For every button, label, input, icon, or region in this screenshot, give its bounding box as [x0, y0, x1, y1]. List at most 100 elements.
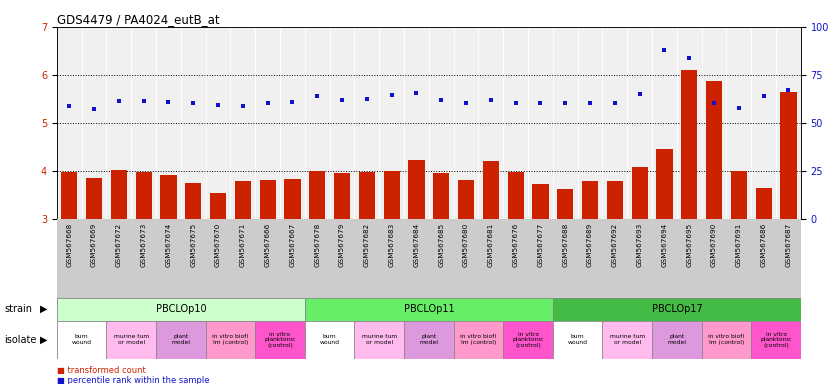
Point — [410, 90, 423, 96]
Point — [533, 100, 547, 106]
Text: ■ transformed count: ■ transformed count — [57, 366, 145, 375]
Bar — [280, 219, 305, 298]
Bar — [284, 179, 300, 219]
Point — [212, 101, 225, 108]
Bar — [756, 188, 772, 219]
Bar — [533, 184, 548, 219]
Text: GSM567686: GSM567686 — [761, 223, 767, 267]
Text: GSM567681: GSM567681 — [488, 223, 494, 267]
Point — [112, 98, 125, 104]
Point — [707, 100, 721, 106]
Text: in vitro
planktonic
(control): in vitro planktonic (control) — [512, 331, 543, 348]
Point — [186, 100, 200, 106]
Point — [435, 97, 448, 103]
Point — [658, 47, 671, 53]
Text: GSM567691: GSM567691 — [736, 223, 742, 267]
Bar — [776, 219, 801, 298]
Bar — [305, 219, 329, 298]
Bar — [632, 167, 648, 219]
Text: murine tum
or model: murine tum or model — [362, 334, 397, 345]
Bar — [652, 219, 677, 298]
Bar — [135, 172, 151, 219]
Bar — [731, 171, 747, 219]
Text: GSM567676: GSM567676 — [512, 223, 518, 267]
Point — [608, 100, 621, 106]
Text: GSM567689: GSM567689 — [587, 223, 593, 267]
Bar — [329, 219, 354, 298]
Bar — [454, 321, 503, 359]
Text: GSM567694: GSM567694 — [661, 223, 667, 267]
Bar — [706, 81, 722, 219]
Bar — [111, 170, 127, 219]
Text: burn
wound: burn wound — [72, 334, 92, 345]
Bar — [186, 183, 201, 219]
Point — [633, 91, 646, 97]
Text: GSM567690: GSM567690 — [711, 223, 717, 267]
Bar — [603, 321, 652, 359]
Bar — [558, 189, 573, 219]
Bar — [210, 194, 226, 219]
Bar — [726, 219, 752, 298]
Bar — [354, 321, 404, 359]
Text: in vitro biofi
lm (control): in vitro biofi lm (control) — [461, 334, 497, 345]
Text: ▶: ▶ — [40, 304, 48, 314]
Point — [236, 103, 249, 109]
Bar — [354, 219, 380, 298]
Bar — [752, 321, 801, 359]
Bar — [57, 219, 82, 298]
Point — [732, 106, 746, 112]
Bar — [553, 298, 801, 321]
Point — [137, 98, 150, 104]
Text: murine tum
or model: murine tum or model — [114, 334, 149, 345]
Bar — [681, 70, 697, 219]
Bar — [156, 321, 206, 359]
Text: PBCLOp10: PBCLOp10 — [155, 304, 206, 314]
Text: plant
model: plant model — [171, 334, 191, 345]
Point — [311, 93, 324, 99]
Text: GSM567668: GSM567668 — [66, 223, 72, 267]
Point — [261, 100, 274, 106]
Point — [584, 100, 597, 106]
Text: in vitro biofi
lm (control): in vitro biofi lm (control) — [212, 334, 248, 345]
Bar — [231, 219, 255, 298]
Text: GSM567677: GSM567677 — [538, 223, 543, 267]
Text: PBCLOp11: PBCLOp11 — [404, 304, 454, 314]
Text: in vitro
planktonic
(control): in vitro planktonic (control) — [761, 331, 792, 348]
Text: isolate: isolate — [4, 335, 37, 345]
Text: ▶: ▶ — [40, 335, 48, 345]
Point — [682, 55, 696, 61]
Point — [509, 100, 522, 106]
Point — [757, 93, 770, 99]
Bar — [334, 173, 350, 219]
Bar — [781, 92, 797, 219]
Bar — [255, 321, 305, 359]
Bar — [607, 182, 623, 219]
Text: GSM567683: GSM567683 — [389, 223, 395, 267]
Text: PBCLOp17: PBCLOp17 — [651, 304, 702, 314]
Bar — [528, 219, 553, 298]
Bar — [206, 219, 231, 298]
Point — [360, 96, 374, 102]
Point — [162, 99, 176, 105]
Bar — [384, 171, 400, 219]
Bar — [260, 180, 276, 219]
Point — [484, 97, 497, 103]
Bar — [57, 321, 106, 359]
Point — [335, 97, 349, 103]
Text: GSM567695: GSM567695 — [686, 223, 692, 267]
Bar — [305, 298, 553, 321]
Bar — [454, 219, 478, 298]
Bar — [404, 219, 429, 298]
Text: in vitro
planktonic
(control): in vitro planktonic (control) — [264, 331, 296, 348]
Text: plant
model: plant model — [667, 334, 686, 345]
Text: burn
wound: burn wound — [319, 334, 339, 345]
Text: GSM567666: GSM567666 — [265, 223, 271, 267]
Bar — [57, 298, 305, 321]
Text: GSM567684: GSM567684 — [414, 223, 420, 267]
Bar — [478, 219, 503, 298]
Bar — [404, 321, 454, 359]
Text: GDS4479 / PA4024_eutB_at: GDS4479 / PA4024_eutB_at — [57, 13, 220, 26]
Text: GSM567667: GSM567667 — [289, 223, 295, 267]
Text: GSM567669: GSM567669 — [91, 223, 97, 267]
Text: ■ percentile rank within the sample: ■ percentile rank within the sample — [57, 376, 209, 384]
